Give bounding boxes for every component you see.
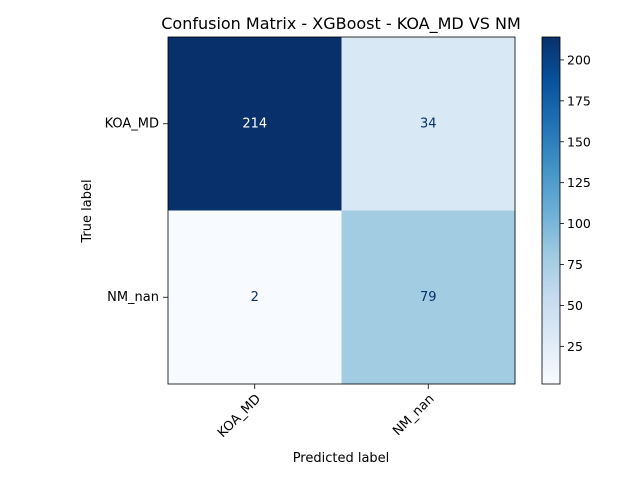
heatmap-cell-labels: 214 34 2 79 [242,116,436,305]
cell-value-label: 34 [420,116,437,131]
cell-value-label: 2 [251,290,259,305]
cell-value-label: 79 [420,290,437,305]
colorbar-tick-label: 175 [567,93,591,108]
colorbar-tick-label: 200 [567,52,591,67]
x-axis-ticks: KOA_MD NM_nan [215,384,438,441]
chart-title: Confusion Matrix - XGBoost - KOA_MD VS N… [161,14,521,34]
plot-frame [167,36,516,385]
y-tick-label: NM_nan [107,290,159,305]
colorbar-tick-label: 125 [567,175,591,190]
heatmap-cell [341,37,516,211]
colorbar-ticks: 25 50 75 100 125 150 175 200 [560,52,591,354]
heatmap-cell [168,37,342,211]
colorbar-tick-label: 75 [567,257,583,272]
heatmap-cells [168,37,516,385]
x-tick-label: KOA_MD [215,392,264,441]
heatmap-cell [341,210,516,385]
cell-value-label: 214 [242,116,267,131]
colorbar [541,36,561,385]
x-tick-label: NM_nan [390,392,437,439]
y-tick-label: KOA_MD [105,116,159,131]
y-axis-ticks: KOA_MD NM_nan [105,116,168,305]
colorbar-tick-label: 50 [567,298,583,313]
colorbar-tick-label: 150 [567,134,591,149]
colorbar-tick-label: 100 [567,216,591,231]
x-axis-label: Predicted label [293,451,390,466]
colorbar-tick-label: 25 [567,339,583,354]
heatmap-cell [168,210,342,385]
y-axis-label: True label [80,179,95,243]
